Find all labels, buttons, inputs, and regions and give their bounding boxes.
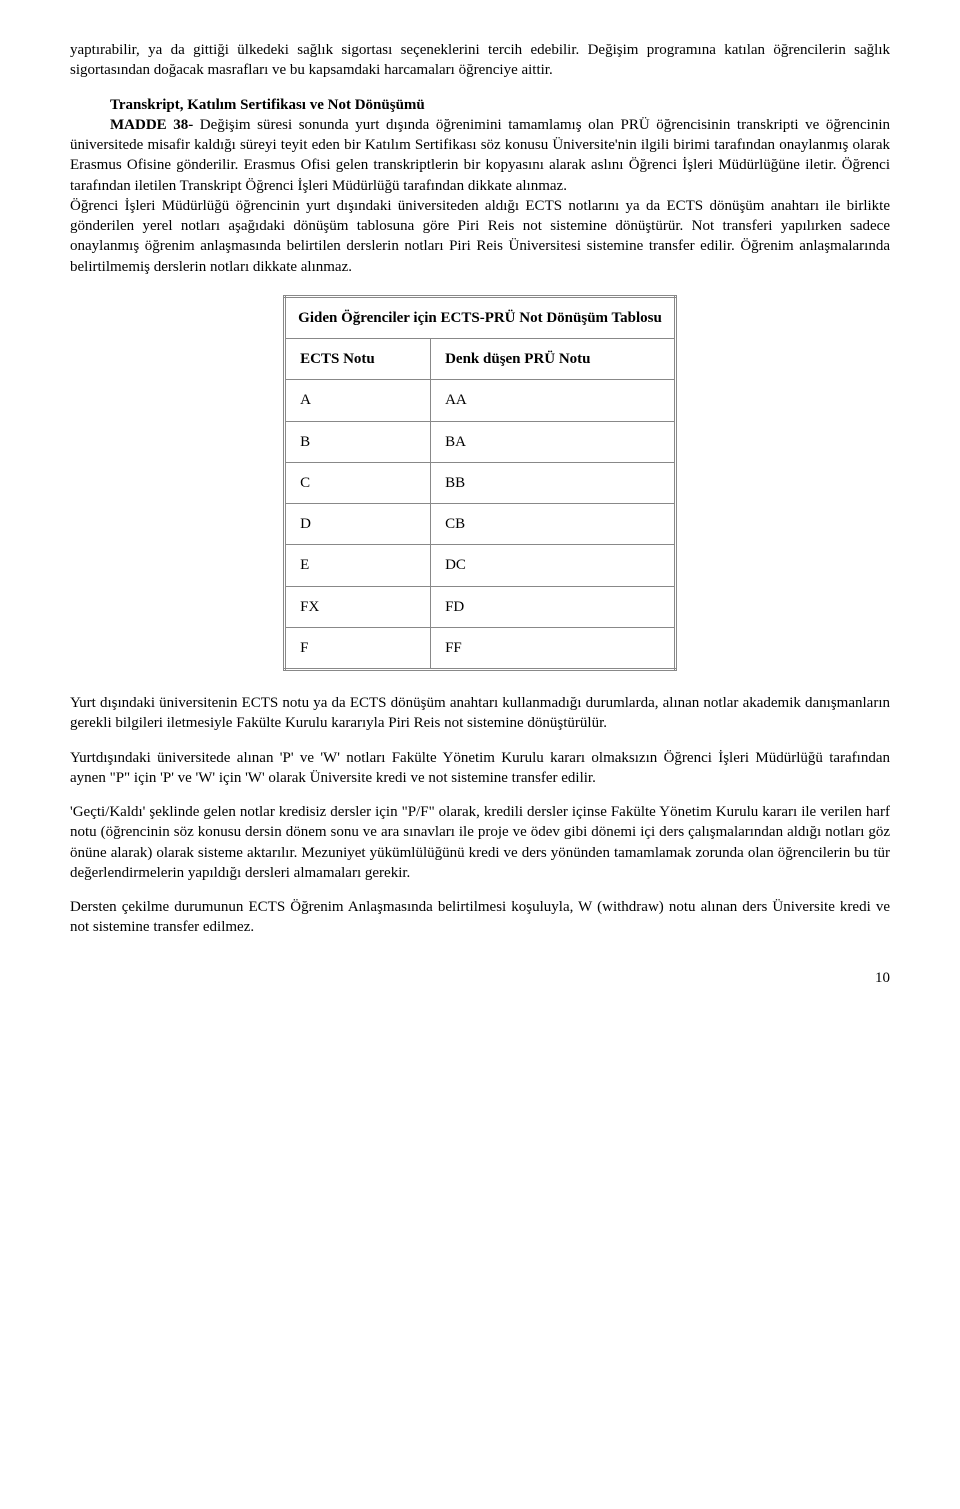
- table-row: E DC: [285, 545, 676, 586]
- conversion-table: Giden Öğrenciler için ECTS-PRÜ Not Dönüş…: [283, 295, 677, 671]
- pru-cell: AA: [431, 380, 676, 421]
- table-row: F FF: [285, 627, 676, 669]
- table-row: D CB: [285, 504, 676, 545]
- ects-cell: FX: [285, 586, 431, 627]
- ects-cell: A: [285, 380, 431, 421]
- intro-paragraph: yaptırabilir, ya da gittiği ülkedeki sağ…: [70, 40, 890, 81]
- after-table-paragraph-2: Yurtdışındaki üniversitede alınan 'P' ve…: [70, 748, 890, 789]
- table-row: A AA: [285, 380, 676, 421]
- ects-cell: E: [285, 545, 431, 586]
- page-number: 10: [70, 968, 890, 988]
- pru-cell: DC: [431, 545, 676, 586]
- ects-cell: B: [285, 421, 431, 462]
- madde-lead: MADDE 38-: [110, 117, 193, 133]
- table-row: FX FD: [285, 586, 676, 627]
- section-title: Transkript, Katılım Sertifikası ve Not D…: [70, 95, 890, 115]
- madde-38-paragraph-1: MADDE 38- Değişim süresi sonunda yurt dı…: [70, 115, 890, 196]
- table-caption: Giden Öğrenciler için ECTS-PRÜ Not Dönüş…: [285, 296, 676, 338]
- pru-cell: BA: [431, 421, 676, 462]
- table-header-ects: ECTS Notu: [285, 339, 431, 380]
- table-row: C BB: [285, 462, 676, 503]
- pru-cell: FF: [431, 627, 676, 669]
- after-table-paragraph-3: 'Geçti/Kaldı' şeklinde gelen notlar kred…: [70, 802, 890, 883]
- after-table-paragraph-1: Yurt dışındaki üniversitenin ECTS notu y…: [70, 693, 890, 734]
- table-header-pru: Denk düşen PRÜ Notu: [431, 339, 676, 380]
- after-table-paragraph-4: Dersten çekilme durumunun ECTS Öğrenim A…: [70, 897, 890, 938]
- ects-cell: F: [285, 627, 431, 669]
- madde-38-paragraph-2: Öğrenci İşleri Müdürlüğü öğrencinin yurt…: [70, 196, 890, 277]
- table-row: B BA: [285, 421, 676, 462]
- ects-cell: C: [285, 462, 431, 503]
- madde-body-1: Değişim süresi sonunda yurt dışında öğre…: [70, 117, 890, 194]
- ects-cell: D: [285, 504, 431, 545]
- pru-cell: FD: [431, 586, 676, 627]
- pru-cell: BB: [431, 462, 676, 503]
- pru-cell: CB: [431, 504, 676, 545]
